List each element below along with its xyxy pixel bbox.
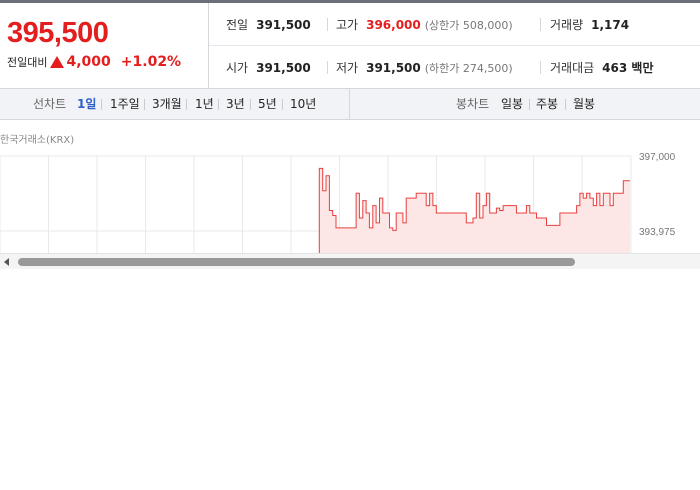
line-chart-title: 선차트 — [33, 97, 67, 111]
divider — [250, 99, 251, 110]
divider — [565, 99, 566, 110]
chart-toolbar: 선차트 1일 1주일 3개월 1년 3년 5년 10년 봉차트 일봉 주봉 월봉 — [0, 89, 700, 120]
period-tab[interactable]: 1년 — [195, 97, 214, 111]
scroll-left-arrow-icon[interactable] — [4, 258, 9, 266]
period-tab[interactable]: 10년 — [290, 97, 317, 111]
current-price-box: 395,500 전일대비 4,000 +1.02% — [0, 3, 209, 89]
period-tab[interactable]: 5년 — [258, 97, 277, 111]
divider — [529, 99, 530, 110]
volume-label: 거래량 — [550, 18, 584, 32]
divider — [327, 61, 328, 74]
high-label: 고가 — [336, 18, 359, 32]
open-value: 391,500 — [256, 60, 311, 75]
divider — [540, 18, 541, 31]
low-value: 391,500 — [366, 60, 421, 75]
prev-close-value: 391,500 — [256, 17, 311, 32]
open-label: 시가 — [226, 61, 249, 75]
divider — [540, 61, 541, 74]
volume-cell: 거래량 1,174 — [550, 3, 629, 46]
price-summary: 395,500 전일대비 4,000 +1.02% 전일 391,500 고가 … — [0, 3, 700, 89]
change-percent: +1.02% — [120, 54, 182, 70]
current-price: 395,500 — [7, 17, 109, 49]
divider — [144, 99, 145, 110]
candle-tab[interactable]: 월봉 — [573, 97, 596, 111]
prev-close-cell: 전일 391,500 — [226, 3, 311, 46]
low-cell: 저가 391,500 (하한가 274,500) — [336, 46, 513, 89]
candle-tab[interactable]: 일봉 — [501, 97, 524, 111]
period-tab[interactable]: 3년 — [226, 97, 245, 111]
line-chart-tabs: 선차트 1일 1주일 3개월 1년 3년 5년 10년 — [0, 89, 350, 119]
high-value: 396,000 — [366, 17, 421, 32]
y-axis-tick-label: 397,000 — [639, 152, 676, 163]
top-border — [0, 0, 700, 3]
volume-value: 1,174 — [591, 17, 630, 32]
change-row: 전일대비 4,000 +1.02% — [7, 54, 181, 70]
chart-scrollbar[interactable] — [0, 253, 700, 269]
change-label: 전일대비 — [7, 56, 48, 69]
divider — [218, 99, 219, 110]
upper-limit: (상한가 508,000) — [424, 18, 513, 32]
change-value: 4,000 — [66, 54, 111, 70]
high-cell: 고가 396,000 (상한가 508,000) — [336, 3, 513, 46]
low-label: 저가 — [336, 61, 359, 75]
lower-limit: (하한가 274,500) — [424, 61, 513, 75]
period-tab[interactable]: 3개월 — [152, 97, 182, 111]
prev-close-label: 전일 — [226, 18, 249, 32]
open-cell: 시가 391,500 — [226, 46, 311, 89]
summary-row-1: 전일 391,500 고가 396,000 (상한가 508,000) 거래량 … — [209, 3, 700, 46]
up-triangle-icon — [50, 55, 65, 68]
divider — [186, 99, 187, 110]
scroll-thumb[interactable] — [18, 258, 575, 266]
period-tab[interactable]: 1주일 — [110, 97, 140, 111]
period-tab[interactable]: 1일 — [77, 97, 97, 111]
summary-row-2: 시가 391,500 저가 391,500 (하한가 274,500) 거래대금… — [209, 46, 700, 89]
divider — [327, 18, 328, 31]
trade-value-value: 463 백만 — [602, 61, 654, 75]
exchange-label: 한국거래소(KRX) — [0, 135, 75, 146]
y-axis-tick-label: 393,975 — [639, 227, 676, 238]
current-day-line — [318, 167, 630, 268]
candle-chart-title: 봉차트 — [456, 97, 490, 111]
trade-value-label: 거래대금 — [550, 61, 595, 75]
divider — [101, 99, 102, 110]
divider — [282, 99, 283, 110]
candle-tab[interactable]: 주봉 — [536, 97, 559, 111]
trade-value-cell: 거래대금 463 백만 — [550, 46, 653, 89]
